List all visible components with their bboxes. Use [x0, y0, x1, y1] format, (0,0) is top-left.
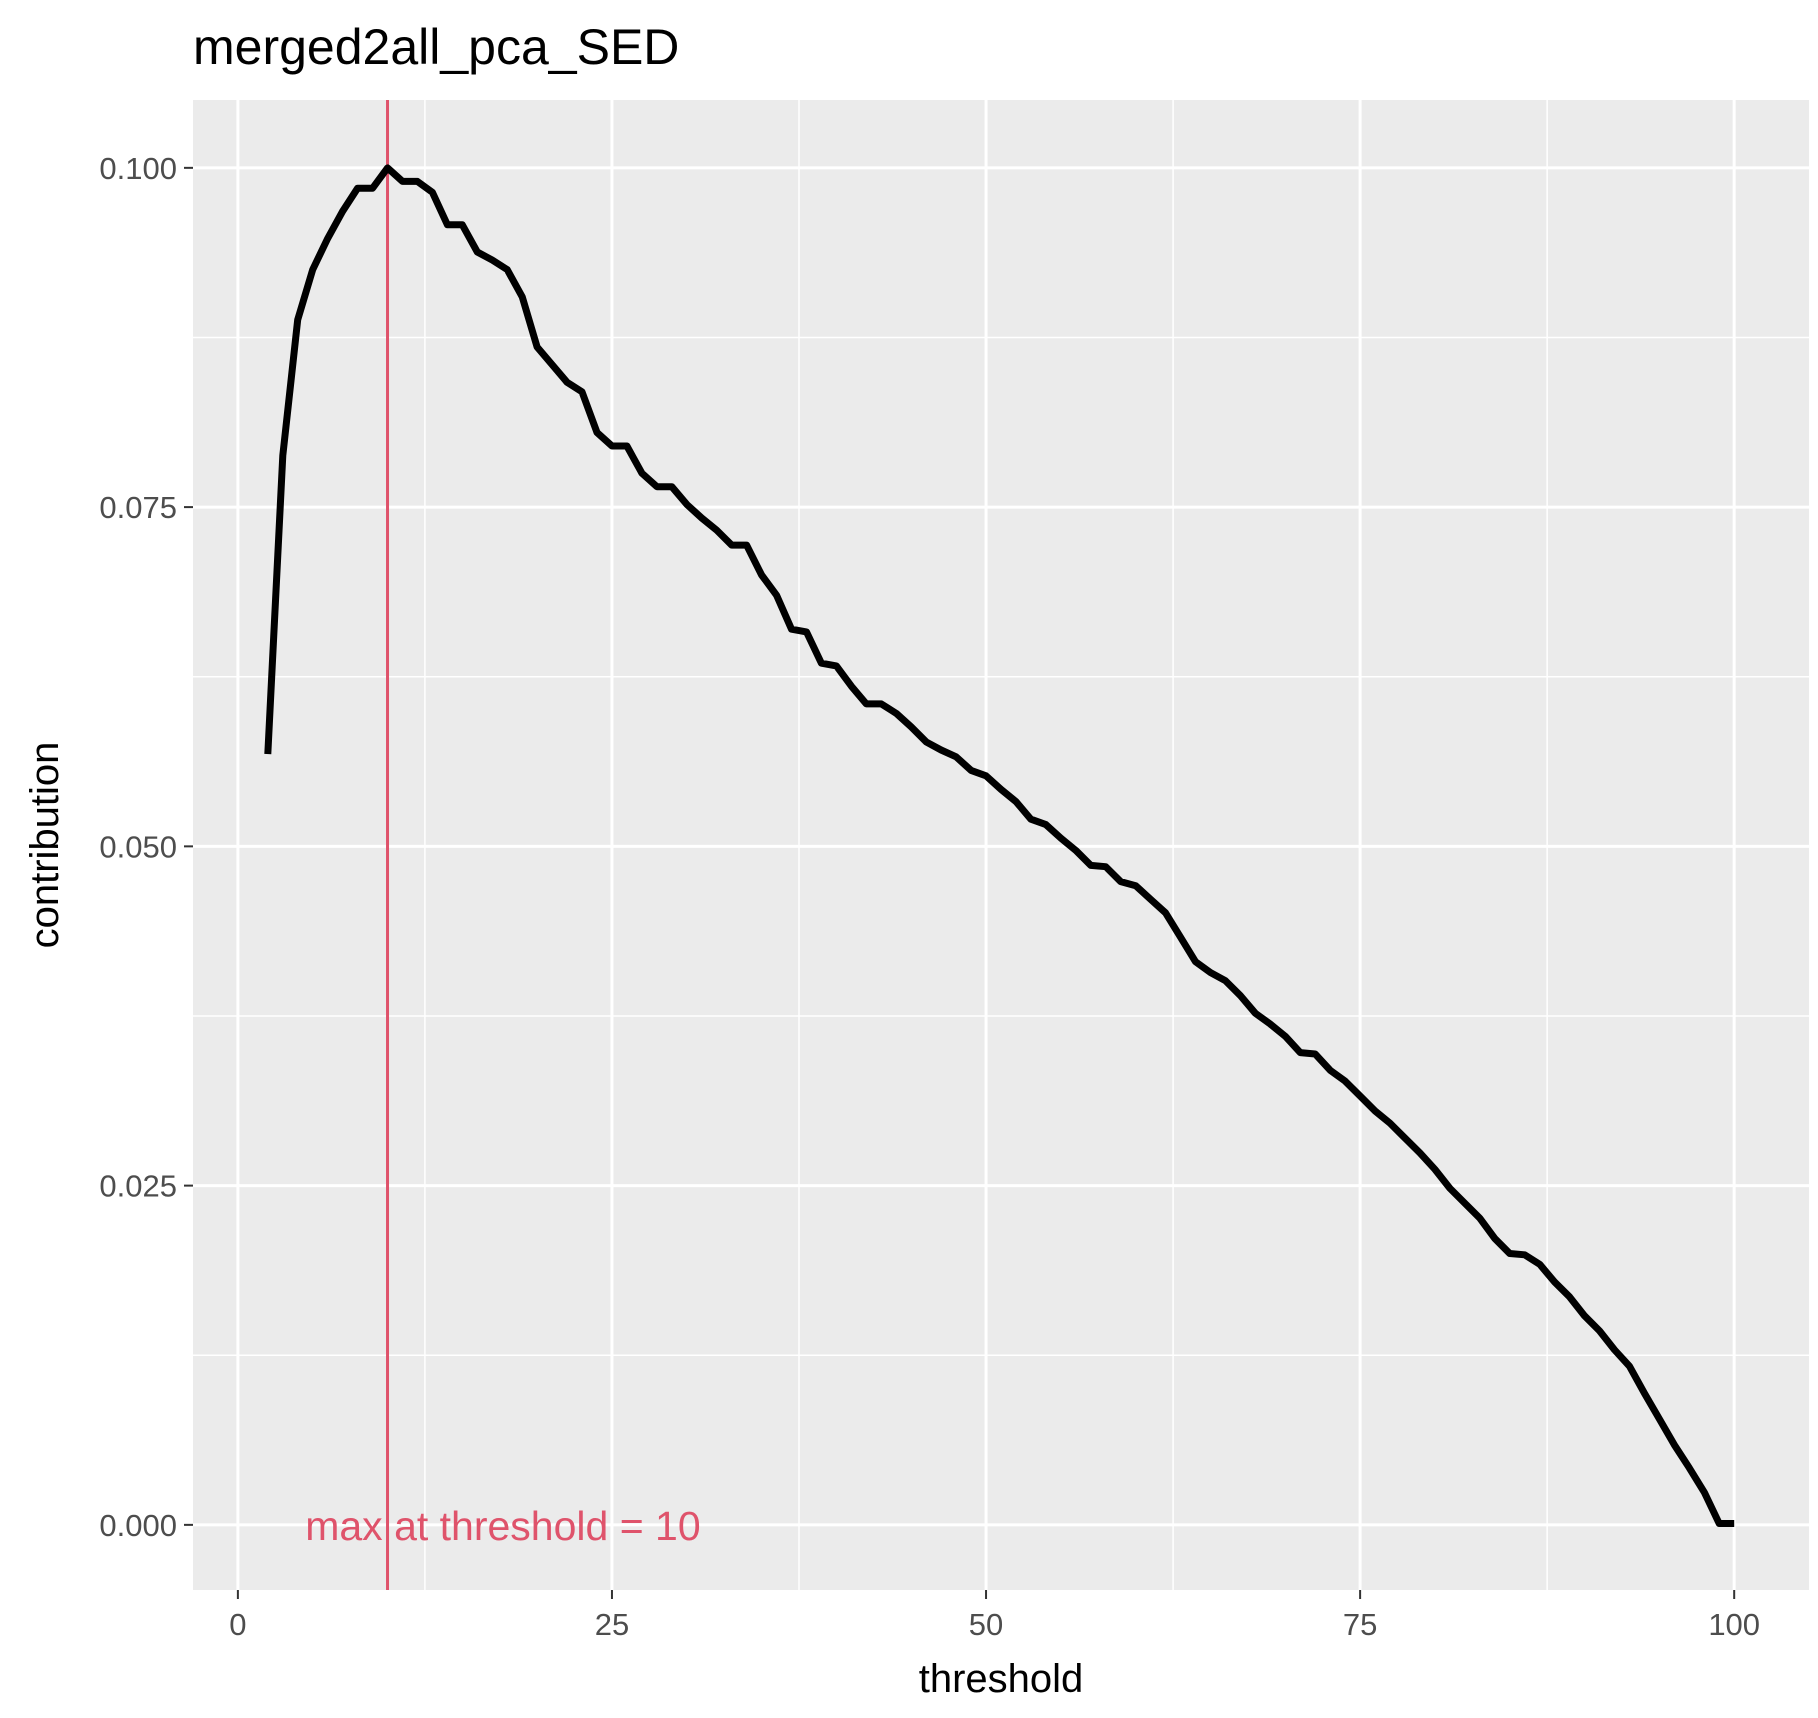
y-tick-label: 0.075 [99, 490, 177, 525]
y-tick-label: 0.000 [99, 1508, 177, 1543]
y-tick-label: 0.025 [99, 1169, 177, 1204]
chart-title: merged2all_pca_SED [193, 19, 679, 75]
max-annotation: max at threshold = 10 [305, 1503, 700, 1549]
x-tick-label: 50 [969, 1607, 1003, 1642]
y-axis-title: contribution [23, 742, 67, 949]
x-tick-label: 100 [1708, 1607, 1760, 1642]
y-axis: 0.000 0.025 0.050 0.075 0.100 [99, 151, 193, 1543]
x-tick-label: 0 [229, 1607, 246, 1642]
x-tick-label: 25 [595, 1607, 629, 1642]
x-axis: 0 25 50 75 100 [229, 1590, 1760, 1642]
grid-major [193, 100, 1809, 1590]
y-tick-label: 0.050 [99, 829, 177, 864]
y-tick-label: 0.100 [99, 151, 177, 186]
x-axis-title: threshold [919, 1657, 1084, 1701]
x-tick-label: 75 [1343, 1607, 1377, 1642]
series-line [264, 164, 1735, 1527]
